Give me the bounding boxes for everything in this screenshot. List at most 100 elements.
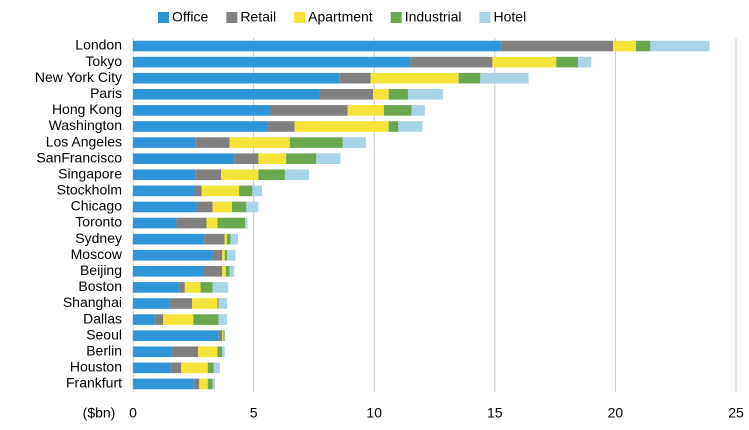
x-tick-label: 15 bbox=[487, 405, 503, 421]
bar-segment bbox=[133, 56, 411, 68]
y-tick-label: Dallas bbox=[83, 310, 122, 326]
legend-swatch bbox=[390, 12, 402, 23]
bar-segment bbox=[212, 249, 223, 261]
y-tick-label: Washington bbox=[49, 117, 122, 133]
bar-segment bbox=[212, 201, 232, 213]
x-tick-label: 20 bbox=[608, 405, 624, 421]
bar-segment bbox=[133, 40, 501, 52]
x-tick-label: 5 bbox=[250, 405, 258, 421]
bar-segment bbox=[201, 185, 240, 197]
bar-segment bbox=[206, 217, 218, 229]
bar-segment bbox=[258, 169, 285, 181]
bar-segment bbox=[218, 314, 228, 325]
y-tick-label: Moscow bbox=[71, 246, 123, 262]
bar-segment bbox=[133, 378, 194, 390]
bar-segment bbox=[245, 217, 248, 229]
bar-segment bbox=[383, 105, 412, 116]
y-tick-label: Hong Kong bbox=[52, 101, 122, 117]
bar-segment bbox=[492, 56, 557, 68]
bar-segment bbox=[204, 233, 225, 245]
bar-segment bbox=[227, 233, 231, 245]
bar-segment bbox=[169, 298, 193, 309]
bar-segment bbox=[133, 314, 155, 325]
bar-segment bbox=[217, 346, 223, 358]
bar-segment bbox=[284, 169, 310, 181]
y-tick-label: Shanghai bbox=[63, 294, 122, 310]
bar-segment bbox=[163, 314, 194, 325]
bar-segment bbox=[133, 137, 196, 148]
bar-segment bbox=[578, 56, 592, 68]
x-axis-label: ($bn) bbox=[83, 405, 116, 421]
bar-segment bbox=[372, 89, 389, 100]
y-tick-label: Frankfurt bbox=[66, 375, 122, 391]
bar-segment bbox=[133, 201, 197, 213]
bar-segment bbox=[410, 56, 493, 68]
bar-segment bbox=[227, 249, 236, 261]
bar-segment bbox=[230, 233, 238, 245]
legend-label: Office bbox=[172, 9, 209, 25]
bar-segment bbox=[222, 330, 224, 341]
y-tick-label: London bbox=[75, 37, 122, 53]
bar-segment bbox=[133, 233, 205, 245]
bar-segment bbox=[218, 330, 223, 341]
bar-segment bbox=[133, 346, 172, 358]
bar-segment bbox=[181, 362, 208, 374]
bar-segment bbox=[133, 266, 203, 277]
bar-segment bbox=[239, 185, 253, 197]
bar-segment bbox=[192, 298, 218, 309]
bar-segment bbox=[212, 378, 216, 390]
bar-segment bbox=[218, 298, 228, 309]
legend-swatch bbox=[294, 12, 306, 23]
bar-segment bbox=[635, 40, 651, 52]
bar-segment bbox=[268, 121, 295, 132]
bar-segment bbox=[342, 137, 366, 148]
bar-segment bbox=[198, 346, 218, 358]
y-tick-label: Boston bbox=[78, 278, 122, 294]
bar-segment bbox=[199, 378, 208, 390]
bar-segment bbox=[252, 185, 263, 197]
bar-segment bbox=[217, 298, 219, 309]
bar-segment bbox=[270, 105, 348, 116]
y-tick-label: Beijing bbox=[80, 262, 122, 278]
bar-segment bbox=[154, 314, 164, 325]
legend-swatch bbox=[479, 12, 491, 23]
bar-segment bbox=[207, 362, 214, 374]
bar-segment bbox=[222, 346, 225, 358]
bar-segment bbox=[286, 153, 317, 164]
bar-segment bbox=[229, 266, 235, 277]
bar-segment bbox=[196, 201, 213, 213]
bar-segment bbox=[133, 217, 177, 229]
bar-segment bbox=[407, 89, 443, 100]
bar-segment bbox=[133, 330, 219, 341]
y-tick-label: SanFrancisco bbox=[36, 149, 122, 165]
y-tick-label: Paris bbox=[90, 85, 122, 101]
y-tick-label: Toronto bbox=[75, 214, 122, 230]
bar-segment bbox=[388, 89, 408, 100]
bar-segment bbox=[556, 56, 579, 68]
bar-segment bbox=[195, 169, 222, 181]
bar-segment bbox=[388, 121, 399, 132]
bar-segment bbox=[200, 282, 213, 293]
y-tick-label: Los Angeles bbox=[46, 133, 122, 149]
x-tick-label: 10 bbox=[366, 405, 382, 421]
bar-segment bbox=[398, 121, 423, 132]
bar-segment bbox=[133, 121, 269, 132]
bar-segment bbox=[195, 137, 230, 148]
bar-segment bbox=[217, 217, 246, 229]
x-tick-label: 0 bbox=[129, 405, 137, 421]
bar-segment bbox=[213, 362, 220, 374]
bar-segment bbox=[234, 153, 259, 164]
legend-label: Hotel bbox=[494, 9, 527, 25]
bar-segment bbox=[224, 249, 228, 261]
bar-segment bbox=[193, 378, 200, 390]
y-tick-label: Chicago bbox=[71, 198, 123, 214]
bar-segment bbox=[184, 282, 201, 293]
legend-label: Industrial bbox=[405, 9, 462, 25]
bar-segment bbox=[223, 330, 225, 341]
bar-segment bbox=[319, 89, 373, 100]
bar-segment bbox=[133, 282, 179, 293]
bar-segment bbox=[500, 40, 613, 52]
bar-segment bbox=[316, 153, 341, 164]
bar-segment bbox=[339, 72, 371, 84]
